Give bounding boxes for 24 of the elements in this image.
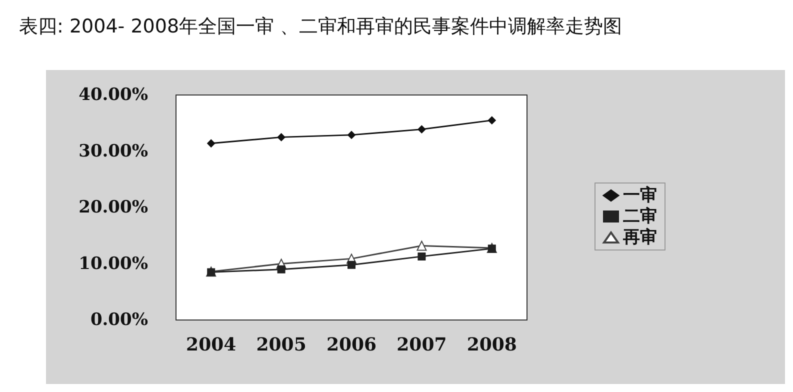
point — [488, 244, 496, 253]
point — [348, 130, 356, 139]
point — [277, 265, 286, 274]
point — [348, 260, 356, 269]
y-tick-label: 30.00% — [78, 141, 148, 162]
point — [488, 116, 496, 124]
y-tick-label: 40.00% — [78, 85, 148, 105]
legend-label: 一审 — [623, 186, 657, 206]
x-tick-label: 2004 — [186, 334, 236, 356]
point — [418, 125, 426, 134]
legend-label: 再审 — [622, 228, 657, 248]
chart-title: 表四: 2004- 2008年全国一审 、二审和再审的民事案件中调解率走势图 — [19, 16, 622, 38]
x-tick-label: 2007 — [396, 334, 447, 356]
x-tick-label: 2008 — [466, 334, 517, 356]
point — [416, 240, 427, 251]
y-tick-label: 10.00% — [78, 254, 148, 274]
point — [277, 133, 286, 142]
x-tick-label: 2005 — [256, 334, 306, 356]
point — [207, 139, 216, 148]
x-tick-label: 2006 — [326, 334, 377, 356]
y-tick-label: 20.00% — [78, 198, 148, 218]
point — [418, 252, 426, 260]
y-tick-label: 0.00% — [90, 310, 148, 330]
legend-label: 二审 — [623, 206, 657, 226]
